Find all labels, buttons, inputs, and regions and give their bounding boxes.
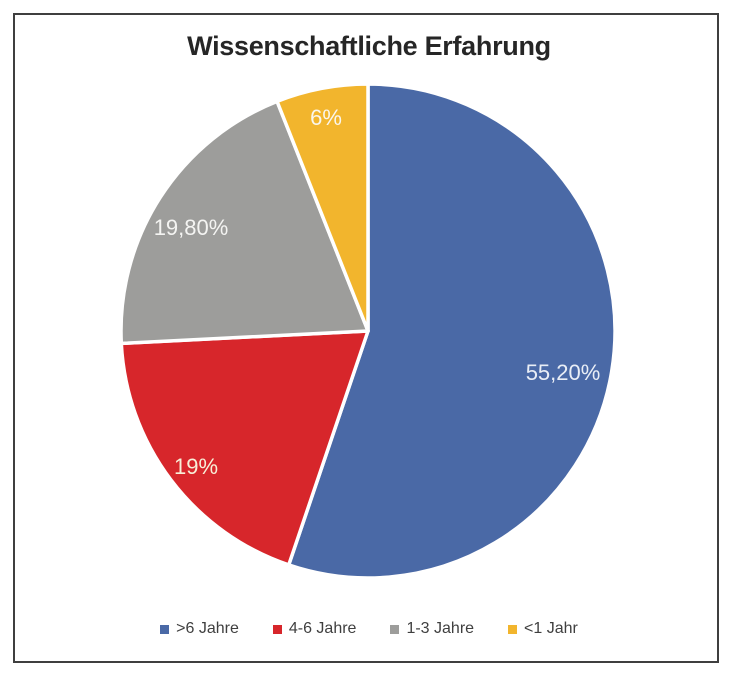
pie-slice-0: [286, 82, 617, 580]
legend: >6 Jahre 4-6 Jahre 1-3 Jahre <1 Jahr: [0, 620, 738, 638]
legend-swatch-1to3: [390, 624, 400, 634]
slice-value-label-4to6: 19%: [173, 454, 219, 479]
pie-slice-3: [275, 82, 370, 333]
pie-slice-1: [119, 329, 370, 567]
legend-item-gt6: >6 Jahre: [160, 620, 239, 638]
slice-value-label-lt1: 6%: [310, 105, 342, 130]
legend-item-1to3: 1-3 Jahre: [390, 620, 474, 638]
legend-label-4to6: 4-6 Jahre: [288, 620, 357, 637]
legend-label-1to3: 1-3 Jahre: [406, 620, 475, 637]
legend-label-lt1: <1 Jahr: [524, 620, 578, 637]
pie-slice-2: [119, 99, 370, 346]
legend-item-4to6: 4-6 Jahre: [272, 620, 357, 638]
legend-swatch-4to6: [272, 624, 282, 634]
slice-value-label-1to3: 19,80%: [153, 215, 229, 240]
chart-frame: [13, 13, 719, 663]
legend-item-lt1: <1 Jahr: [508, 620, 578, 638]
slice-value-label-gt6: 55,20%: [525, 360, 601, 385]
legend-swatch-lt1: [508, 624, 518, 634]
chart-title: Wissenschaftliche Erfahrung: [187, 31, 551, 61]
legend-swatch-gt6: [160, 624, 170, 634]
legend-label-gt6: >6 Jahre: [176, 620, 239, 637]
